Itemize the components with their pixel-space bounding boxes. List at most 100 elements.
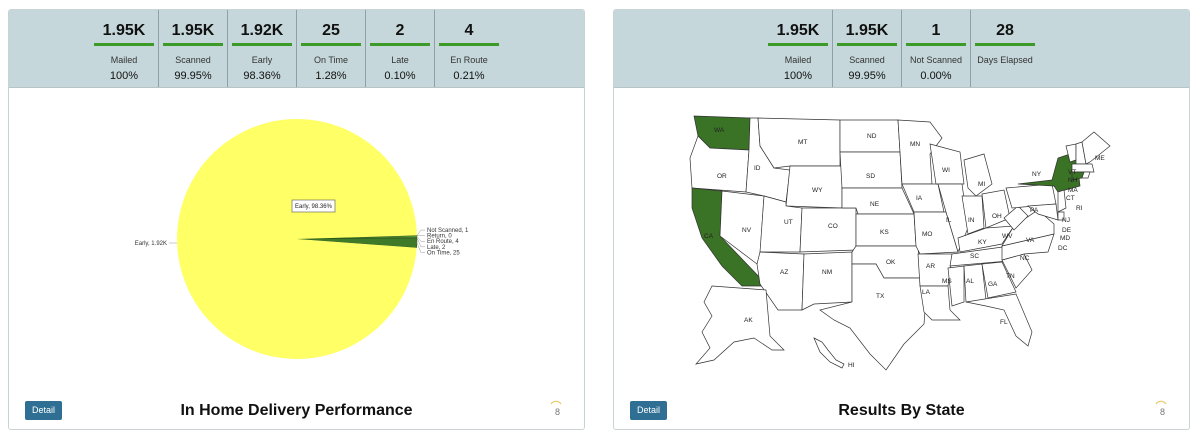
- stat-underline: [975, 43, 1035, 46]
- state-ri[interactable]: [1081, 171, 1091, 179]
- state-label-wy: WY: [812, 187, 823, 194]
- state-label-sd: SD: [866, 173, 875, 180]
- state-label-pa: PA: [1030, 207, 1039, 214]
- stat-scanned: 1.95K Scanned 99.95%: [158, 10, 227, 87]
- stat-percent: 99.95%: [174, 70, 212, 82]
- state-label-de: DE: [1062, 227, 1072, 234]
- state-label-ga: GA: [988, 281, 998, 288]
- stats-bar: 1.95K Mailed 100% 1.95K Scanned 99.95% 1…: [614, 10, 1189, 88]
- stat-value: 1: [931, 22, 941, 39]
- state-oh[interactable]: [981, 189, 1011, 229]
- stat-label: Mailed: [110, 55, 138, 65]
- stat-label: En Route: [450, 55, 488, 65]
- state-wv[interactable]: [1003, 205, 1029, 231]
- state-la[interactable]: [919, 285, 961, 321]
- state-label-ak: AK: [744, 317, 753, 324]
- stat-underline: [163, 43, 223, 46]
- state-label-nd: ND: [867, 133, 877, 140]
- state-ma[interactable]: [1071, 163, 1095, 173]
- state-mi[interactable]: [963, 153, 993, 197]
- state-sd[interactable]: [839, 151, 903, 189]
- state-label-wa: WA: [714, 127, 725, 134]
- state-label-nc: NC: [1020, 255, 1030, 262]
- pie-slice-early[interactable]: [177, 119, 417, 360]
- panel-title: In Home Delivery Performance: [180, 402, 413, 419]
- state-label-mo: MO: [922, 231, 932, 238]
- state-hi[interactable]: [813, 337, 845, 369]
- state-me[interactable]: [1081, 131, 1111, 165]
- state-va[interactable]: [1001, 209, 1055, 247]
- pie-leader-line: [416, 229, 425, 236]
- pie-label-late: Late, 2: [427, 245, 446, 251]
- stat-value: 1.95K: [171, 22, 215, 39]
- state-label-mt: MT: [798, 139, 807, 146]
- state-label-ny: NY: [1032, 171, 1042, 178]
- state-labels: MT ND MN ME VT NH MA RI CT NJ DE MD DC W…: [704, 127, 1105, 369]
- stat-label: Early: [251, 55, 273, 65]
- state-label-ks: KS: [880, 229, 889, 236]
- pie-chart-area: Not Scanned, 1 Return, 0 En Route, 4 Late, …: [9, 88, 585, 393]
- state-mn[interactable]: [897, 119, 943, 185]
- state-label-ca: CA: [704, 233, 714, 240]
- state-label-va: VA: [1026, 237, 1035, 244]
- stat-percent: 100%: [109, 70, 139, 82]
- state-label-nv: NV: [742, 227, 752, 234]
- state-label-wv: WV: [1002, 233, 1013, 240]
- stat-value: 2: [395, 22, 405, 39]
- state-label-dc: DC: [1058, 245, 1068, 252]
- stat-underline: [906, 43, 966, 46]
- state-fl[interactable]: [965, 293, 1033, 347]
- state-ga[interactable]: [981, 261, 1017, 299]
- state-nj[interactable]: [1057, 189, 1067, 213]
- state-label-mn: MN: [910, 141, 920, 148]
- state-label-tx: TX: [876, 293, 885, 300]
- pie-label-not-scanned: Not Scanned, 1: [427, 228, 469, 234]
- stat-label: Scanned: [175, 55, 211, 65]
- stat-label: Mailed: [784, 55, 812, 65]
- state-label-nh: NH: [1068, 177, 1078, 184]
- stat-value: 28: [996, 22, 1014, 39]
- stat-percent: 0.10%: [384, 70, 416, 82]
- stat-scanned: 1.95K Scanned 99.95%: [832, 10, 901, 87]
- loading-spinner-icon: [550, 400, 562, 405]
- stat-underline: [232, 43, 292, 46]
- state-label-mi: MI: [978, 181, 985, 188]
- stat-early: 1.92K Early 98.36%: [227, 10, 296, 87]
- state-label-in: IN: [968, 217, 975, 224]
- results-by-state-panel: 1.95K Mailed 100% 1.95K Scanned 99.95% 1…: [613, 9, 1190, 430]
- stat-value: 25: [322, 22, 340, 39]
- state-ky[interactable]: [957, 225, 1015, 253]
- state-ms[interactable]: [947, 265, 965, 307]
- state-label-al: AL: [966, 278, 974, 285]
- us-state-map[interactable]: MT ND MN ME VT NH MA RI CT NJ DE MD DC W…: [614, 88, 1190, 393]
- state-md[interactable]: [1027, 203, 1059, 221]
- stat-value: 1.95K: [776, 22, 820, 39]
- state-mo[interactable]: [913, 211, 959, 255]
- stat-en-route: 4 En Route 0.21%: [434, 10, 503, 87]
- pie-label-en-route: En Route, 4: [427, 239, 459, 245]
- stat-percent: 98.36%: [243, 70, 281, 82]
- state-label-or: OR: [717, 173, 727, 180]
- state-label-id: ID: [754, 165, 761, 172]
- state-label-me: ME: [1095, 155, 1105, 162]
- pie-tooltip: Early, 98.36%: [291, 199, 336, 213]
- delivery-performance-panel: 1.95K Mailed 100% 1.95K Scanned 99.95% 1…: [8, 9, 585, 430]
- state-tx[interactable]: [819, 263, 927, 371]
- state-wi[interactable]: [929, 143, 965, 185]
- state-nm[interactable]: [801, 251, 853, 311]
- state-label-co: CO: [828, 223, 838, 230]
- loading-spinner-icon: [1155, 400, 1167, 405]
- stat-underline: [370, 43, 430, 46]
- pie-leader-line: [416, 236, 425, 242]
- pie-label-early: Early, 1.92K: [135, 241, 167, 247]
- detail-button[interactable]: Detail: [630, 401, 668, 420]
- stat-mailed: 1.95K Mailed 100%: [90, 10, 158, 87]
- state-ak[interactable]: [695, 285, 785, 365]
- state-in[interactable]: [961, 195, 985, 235]
- state-co[interactable]: [799, 207, 857, 253]
- stat-days-elapsed: 28 Days Elapsed: [970, 10, 1039, 87]
- stat-underline: [94, 43, 154, 46]
- state-label-fl: FL: [1000, 319, 1008, 326]
- detail-button[interactable]: Detail: [25, 401, 63, 420]
